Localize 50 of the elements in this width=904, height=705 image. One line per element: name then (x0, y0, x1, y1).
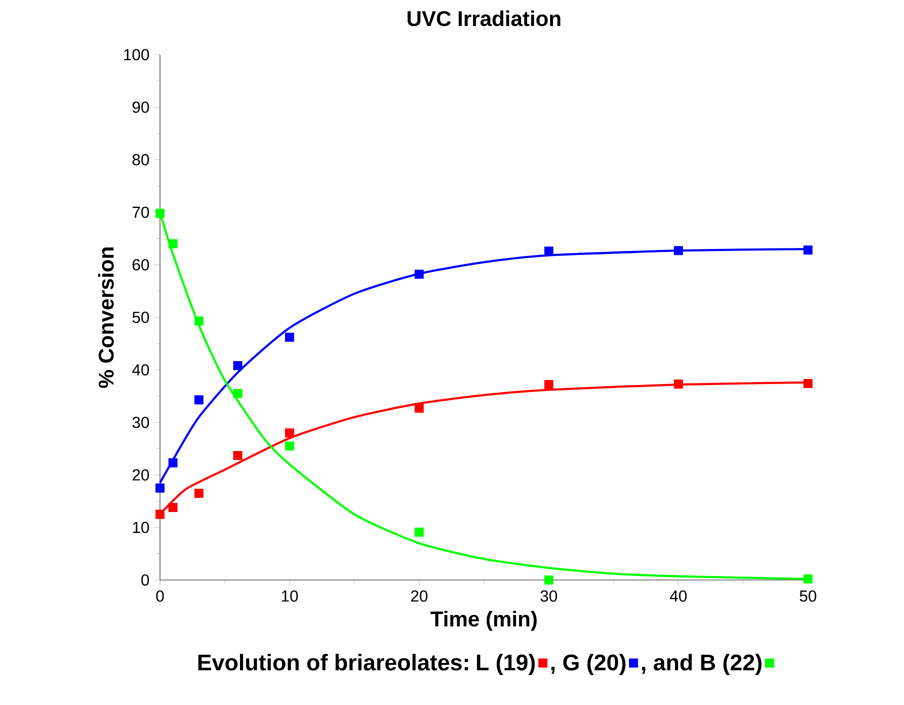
point (414, 527, 424, 537)
point (803, 378, 813, 388)
y-tick-label: 20 (132, 469, 149, 480)
x-tick-label: 50 (800, 590, 816, 602)
point (233, 450, 242, 460)
y-tick-label: 100 (124, 48, 149, 60)
point (285, 428, 294, 438)
y-tick-label: 80 (132, 154, 149, 166)
y-tick-label: 90 (132, 101, 149, 113)
point (414, 404, 424, 413)
point (285, 441, 294, 450)
legend-title: Evolution of briareolates: (198, 654, 468, 670)
legend-label: , and B (22) (642, 654, 762, 675)
x-axis-title: Time (min) (430, 610, 537, 631)
point (194, 395, 204, 404)
y-axis-title: % Conversion (98, 247, 114, 388)
point (674, 246, 683, 255)
point (155, 510, 165, 519)
point (544, 575, 554, 584)
point (168, 502, 178, 512)
point (168, 239, 178, 248)
legend-label: L (19) (476, 654, 535, 675)
y-tick-label: 70 (132, 206, 149, 218)
point (674, 379, 683, 388)
point (803, 245, 813, 254)
point (285, 332, 294, 342)
y-tick-label: 60 (132, 258, 149, 270)
point (194, 488, 204, 498)
x-tick-label: 40 (670, 590, 687, 602)
point (544, 246, 554, 256)
point (155, 483, 165, 492)
point (155, 208, 165, 218)
point (233, 360, 242, 370)
point (544, 380, 554, 389)
x-tick-label: 20 (411, 590, 428, 602)
x-tick-label: 30 (540, 590, 558, 602)
point (168, 458, 178, 468)
x-tick-label: 0 (156, 590, 164, 602)
point (803, 574, 813, 584)
y-tick-label: 10 (133, 522, 149, 533)
x-tick-label: 10 (282, 590, 298, 602)
point (414, 270, 424, 279)
y-tick-label: 0 (141, 574, 149, 586)
point (233, 388, 242, 398)
legend-label: , G (20) (551, 654, 626, 675)
y-tick-label: 30 (132, 416, 149, 428)
y-tick-label: 50 (132, 312, 149, 323)
chart-title: UVC Irradiation (408, 10, 560, 26)
y-tick-label: 40 (132, 364, 149, 376)
point (194, 316, 204, 326)
